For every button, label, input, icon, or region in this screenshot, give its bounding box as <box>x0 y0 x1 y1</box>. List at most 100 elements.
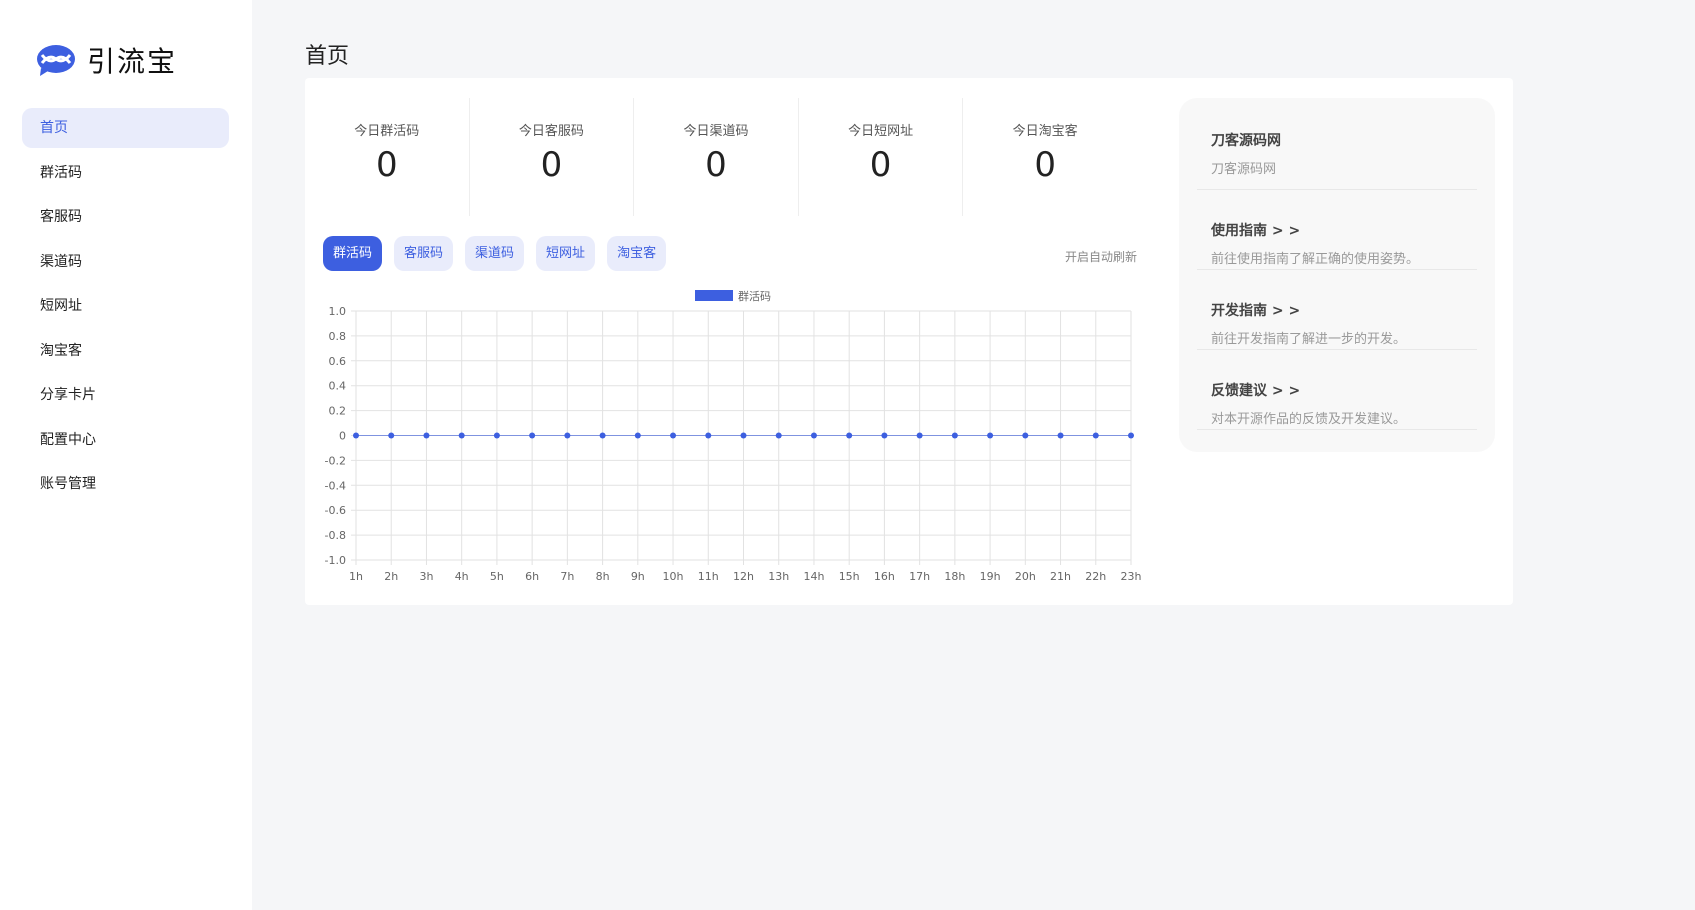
side-item-feedback[interactable]: 反馈建议 > > 对本开源作品的反馈及开发建议。 <box>1197 350 1477 430</box>
chart-tabs: 群活码 客服码 渠道码 短网址 淘宝客 <box>323 236 667 271</box>
stat-value: 0 <box>375 145 398 185</box>
data-point <box>388 432 395 439</box>
stat-value: 0 <box>1034 145 1056 185</box>
sidebar-item-group-code[interactable]: 群活码 <box>40 164 82 181</box>
sidebar-item-home[interactable]: 首页 <box>22 108 229 148</box>
stat-label: 今日客服码 <box>518 124 584 139</box>
logo[interactable]: 引流宝 <box>37 40 177 80</box>
sidebar-item-share-card[interactable]: 分享卡片 <box>40 387 96 403</box>
data-point <box>1092 432 1099 439</box>
x-tick-label: 17h <box>909 570 930 583</box>
tab-taobaoke[interactable]: 淘宝客 <box>607 236 667 271</box>
stat-value: 0 <box>540 145 563 185</box>
data-point <box>775 432 782 439</box>
side-title: 刀客源码网 <box>1211 133 1281 149</box>
x-tick-label: 12h <box>733 570 754 583</box>
data-point <box>705 432 712 439</box>
x-tick-label: 7h <box>560 570 574 583</box>
side-title: 使用指南 > > <box>1211 223 1301 239</box>
stat-service-code: 今日客服码 0 <box>470 98 635 216</box>
x-tick-label: 22h <box>1085 570 1106 583</box>
data-point <box>987 432 994 439</box>
data-point <box>881 432 888 439</box>
y-tick-label: 0.4 <box>329 380 347 393</box>
side-title: 开发指南 > > <box>1211 303 1301 319</box>
y-tick-label: -0.6 <box>325 504 346 517</box>
y-tick-label: 0.8 <box>329 330 347 343</box>
side-desc: 刀客源码网 <box>1211 162 1277 177</box>
y-tick-label: -1.0 <box>325 554 346 567</box>
stat-label: 今日群活码 <box>354 124 420 139</box>
side-desc: 前往开发指南了解进一步的开发。 <box>1211 332 1407 347</box>
data-point <box>458 432 465 439</box>
data-point <box>529 432 536 439</box>
x-tick-label: 14h <box>803 570 824 583</box>
data-point <box>1057 432 1064 439</box>
x-tick-label: 23h <box>1121 570 1142 583</box>
side-item-usage-guide[interactable]: 使用指南 > > 前往使用指南了解正确的使用姿势。 <box>1197 190 1477 270</box>
stat-label: 今日渠道码 <box>683 124 749 139</box>
data-point <box>599 432 606 439</box>
data-point <box>564 432 571 439</box>
data-point <box>951 432 958 439</box>
x-tick-label: 1h <box>349 570 363 583</box>
data-point <box>423 432 430 439</box>
sidebar-item-taobaoke[interactable]: 淘宝客 <box>40 342 82 359</box>
stat-short-url: 今日短网址 0 <box>799 98 964 216</box>
tab-channel-code[interactable]: 渠道码 <box>465 236 525 271</box>
x-tick-label: 8h <box>596 570 610 583</box>
data-point <box>1128 432 1134 439</box>
y-tick-label: -0.8 <box>325 529 346 542</box>
side-panel: 刀客源码网 刀客源码网 使用指南 > > 前往使用指南了解正确的使用姿势。 开发指南… <box>1179 98 1495 452</box>
sidebar-item-channel-code[interactable]: 渠道码 <box>40 253 82 270</box>
data-point <box>353 432 359 439</box>
tab-short-url[interactable]: 短网址 <box>536 236 596 271</box>
line-chart: 1.0 0.8 0.6 0.4 0.2 0 -0.2 -0.4 -0.6 -0.8 -1.01h 2h… <box>325 289 1142 583</box>
legend-swatch <box>695 290 733 301</box>
sidebar-item-account[interactable]: 账号管理 <box>40 476 96 492</box>
y-tick-label: 0 <box>339 430 346 443</box>
stats-row: 今日群活码 0 今日客服码 0 今日渠道码 0 今日短网址 0 今日淘宝客 0 <box>305 98 1127 216</box>
sidebar-item-service-code[interactable]: 客服码 <box>40 209 82 225</box>
stat-group-code: 今日群活码 0 <box>305 98 470 216</box>
side-item-site[interactable]: 刀客源码网 刀客源码网 <box>1197 98 1477 190</box>
x-tick-label: 2h <box>384 570 398 583</box>
data-point <box>493 432 500 439</box>
stat-channel-code: 今日渠道码 0 <box>634 98 799 216</box>
side-item-dev-guide[interactable]: 开发指南 > > 前往开发指南了解进一步的开发。 <box>1197 270 1477 350</box>
x-tick-label: 13h <box>768 570 789 583</box>
dashboard-card: 今日群活码 0 今日客服码 0 今日渠道码 0 今日短网址 0 今日淘宝客 0 群活码 客… <box>305 78 1513 605</box>
x-tick-label: 10h <box>663 570 684 583</box>
sidebar-nav: 首页 群活码 客服码 渠道码 短网址 淘宝客 分享卡片 配置中心 账号管理 <box>22 108 229 509</box>
stat-taobaoke: 今日淘宝客 0 <box>963 98 1127 216</box>
x-tick-label: 16h <box>874 570 895 583</box>
sidebar-item-short-url[interactable]: 短网址 <box>40 298 82 314</box>
stat-value: 0 <box>705 145 727 185</box>
tab-service-code[interactable]: 客服码 <box>394 236 454 271</box>
x-tick-label: 3h <box>419 570 433 583</box>
data-point <box>740 432 747 439</box>
tab-group-code[interactable]: 群活码 <box>323 236 383 271</box>
x-tick-label: 11h <box>698 570 719 583</box>
sidebar: 引流宝 首页 群活码 客服码 渠道码 短网址 淘宝客 分享卡片 配置中心 账号管… <box>0 0 252 910</box>
side-title: 反馈建议 > > <box>1211 383 1301 399</box>
x-tick-label: 19h <box>980 570 1001 583</box>
auto-refresh-toggle[interactable]: 开启自动刷新 <box>1065 250 1138 264</box>
page-title: 首页 <box>305 44 350 69</box>
x-tick-label: 4h <box>455 570 469 583</box>
data-point <box>916 432 923 439</box>
y-tick-label: 0.6 <box>329 355 347 368</box>
data-point <box>846 432 853 439</box>
y-tick-label: 1.0 <box>329 305 347 318</box>
logo-icon <box>37 45 75 76</box>
x-tick-label: 5h <box>490 570 504 583</box>
side-desc: 对本开源作品的反馈及开发建议。 <box>1211 412 1407 427</box>
data-point <box>810 432 817 439</box>
sidebar-item-config[interactable]: 配置中心 <box>40 431 96 448</box>
x-tick-label: 18h <box>944 570 965 583</box>
stat-value: 0 <box>869 145 892 185</box>
y-tick-label: -0.4 <box>325 479 346 492</box>
stat-label: 今日短网址 <box>848 124 914 139</box>
side-desc: 前往使用指南了解正确的使用姿势。 <box>1211 252 1420 267</box>
data-point <box>1022 432 1029 439</box>
